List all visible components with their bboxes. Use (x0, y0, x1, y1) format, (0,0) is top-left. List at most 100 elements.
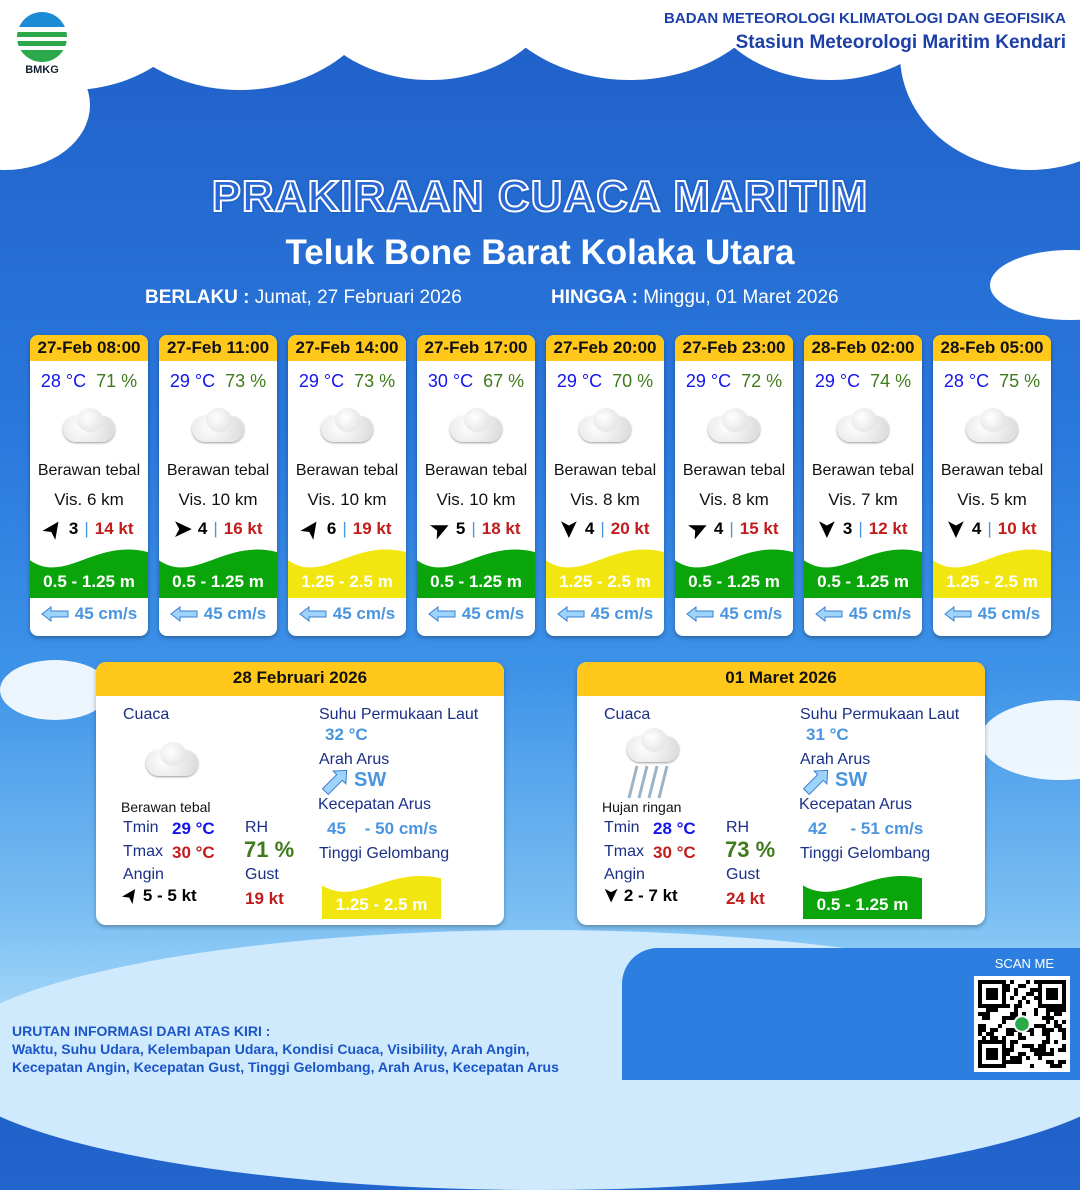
daily-summary: 28 Februari 2026 Cuaca Berawan tebal Tmi… (96, 662, 504, 925)
wave-height: 0.5 - 1.25 m (172, 572, 264, 591)
wave-height: 1.25 - 2.5 m (946, 572, 1038, 591)
visibility: Vis. 10 km (178, 490, 258, 509)
card-time: 28-Feb 05:00 (933, 335, 1051, 361)
current-direction-arrow-icon (556, 605, 585, 623)
valid-from-label: BERLAKU : (145, 287, 250, 308)
wind-direction-arrow-icon: ➤ (815, 519, 841, 539)
tmax-label: Tmax (604, 843, 644, 860)
cloud-icon (321, 408, 373, 444)
forecast-card: 27-Feb 17:00 30 °C 67 % Berawan tebal Vi… (417, 335, 535, 636)
cloud-icon (63, 408, 115, 444)
tmin-value: 29 °C (172, 819, 215, 838)
station-name: Stasiun Meteorologi Maritim Kendari (735, 32, 1066, 53)
current-speed-label: Kecepatan Arus (318, 796, 431, 813)
card-time: 27-Feb 20:00 (546, 335, 664, 361)
wave-height-badge: 0.5 - 1.25 m (417, 544, 535, 598)
weather-condition: Berawan tebal (682, 462, 786, 479)
current-speed: 45 cm/s (461, 604, 525, 623)
current-speed-value: 45 - 50 cm/s (327, 819, 438, 838)
qr-code[interactable] (974, 976, 1070, 1072)
wind-speed: 4 (713, 519, 724, 538)
current-direction-label: Arah Arus (319, 751, 390, 768)
visibility: Vis. 10 km (307, 490, 387, 509)
card-time: 27-Feb 17:00 (417, 335, 535, 361)
wind-direction-arrow-icon: ➤ (118, 883, 144, 907)
weather-condition: Berawan tebal (37, 462, 141, 479)
rh-value: 71 % (244, 837, 295, 862)
air-temp: 28 °C (40, 371, 87, 391)
rain-cloud-icon (627, 728, 687, 809)
visibility: Vis. 6 km (54, 490, 124, 509)
daily-summary: 01 Maret 2026 Cuaca Hujan ringan Tmin 28… (577, 662, 985, 925)
valid-from: BERLAKU : Jumat, 27 Februari 2026 (145, 287, 462, 309)
cloud-icon (146, 742, 198, 778)
wave-height: 0.5 - 1.25 m (817, 572, 909, 591)
card-time: 27-Feb 08:00 (30, 335, 148, 361)
air-temp: 28 °C (943, 371, 990, 391)
org-name: BADAN METEOROLOGI KLIMATOLOGI DAN GEOFIS… (664, 10, 1066, 27)
card-time: 27-Feb 23:00 (675, 335, 793, 361)
gust-label: Gust (245, 866, 279, 883)
forecast-card: 27-Feb 14:00 29 °C 73 % Berawan tebal Vi… (288, 335, 406, 636)
air-temp: 29 °C (685, 371, 732, 391)
wave-height: 0.5 - 1.25 m (43, 572, 135, 591)
forecast-card: 27-Feb 08:00 28 °C 71 % Berawan tebal Vi… (30, 335, 148, 636)
wind-speed: 4 (971, 519, 982, 538)
current-speed: 45 cm/s (848, 604, 912, 623)
current-speed: 45 cm/s (977, 604, 1041, 623)
gust-label: Gust (726, 866, 760, 883)
wind-label: Angin (123, 866, 164, 883)
area-title: Teluk Bone Barat Kolaka Utara (285, 233, 795, 272)
footer-legend: URUTAN INFORMASI DARI ATAS KIRI : Waktu,… (12, 1022, 559, 1076)
current-direction-arrow-icon (298, 605, 327, 623)
tmin-label: Tmin (123, 819, 159, 836)
wave-label: Tinggi Gelombang (800, 845, 931, 862)
current-speed: 45 cm/s (590, 604, 654, 623)
visibility: Vis. 5 km (957, 490, 1027, 509)
wave-height: 0.5 - 1.25 m (688, 572, 780, 591)
air-temp: 29 °C (556, 371, 603, 391)
wave-height: 0.5 - 1.25 m (430, 572, 522, 591)
air-temp: 29 °C (814, 371, 861, 391)
visibility: Vis. 10 km (436, 490, 516, 509)
forecast-card: 27-Feb 23:00 29 °C 72 % Berawan tebal Vi… (675, 335, 793, 636)
sst-value: 32 °C (325, 725, 368, 744)
current-speed: 45 cm/s (74, 604, 138, 623)
current-direction-arrow-icon (800, 766, 834, 801)
wind-value: 5 - 5 kt (142, 886, 197, 905)
wind-direction-arrow-icon: ➤ (684, 513, 713, 544)
gust-value: 24 kt (726, 889, 765, 908)
sst-value: 31 °C (806, 725, 849, 744)
wind-speed: 4 (197, 519, 208, 538)
tmax-value: 30 °C (653, 843, 696, 862)
wave-height-badge: 1.25 - 2.5 m (933, 544, 1051, 598)
footer-line-1: Waktu, Suhu Udara, Kelembapan Udara, Kon… (12, 1041, 530, 1057)
weather-condition: Berawan tebal (940, 462, 1044, 479)
weather-label: Cuaca (123, 706, 170, 723)
gust-value: 19 kt (245, 889, 284, 908)
wave-height-badge: 1.25 - 2.5 m (546, 544, 664, 598)
tmax-value: 30 °C (172, 843, 215, 862)
wind-direction-arrow-icon: ➤ (295, 513, 327, 544)
gust-speed: 18 kt (481, 519, 521, 538)
gust-speed: 20 kt (610, 519, 650, 538)
valid-from-date: Jumat, 27 Februari 2026 (254, 287, 462, 308)
wave-height-badge: 0.5 - 1.25 m (159, 544, 277, 598)
gust-speed: 12 kt (868, 519, 908, 538)
humidity: 73 % (225, 371, 267, 391)
cloud-icon (708, 408, 760, 444)
wind-direction-arrow-icon: ➤ (557, 519, 583, 539)
wind-speed: 3 (842, 519, 853, 538)
humidity: 71 % (96, 371, 138, 391)
wave-height-badge: 0.5 - 1.25 m (30, 544, 148, 598)
tmin-value: 28 °C (653, 819, 696, 838)
summary-date: 01 Maret 2026 (577, 662, 985, 696)
gust-speed: 19 kt (352, 519, 392, 538)
wave-height-badge: 1.25 - 2.5 m (322, 871, 441, 919)
wind-direction-arrow-icon: ➤ (426, 513, 455, 544)
current-direction-value: SW (835, 769, 868, 791)
rh-label: RH (726, 819, 750, 836)
forecast-card: 28-Feb 05:00 28 °C 75 % Berawan tebal Vi… (933, 335, 1051, 636)
current-speed: 45 cm/s (719, 604, 783, 623)
weather-condition: Berawan tebal (811, 462, 915, 479)
